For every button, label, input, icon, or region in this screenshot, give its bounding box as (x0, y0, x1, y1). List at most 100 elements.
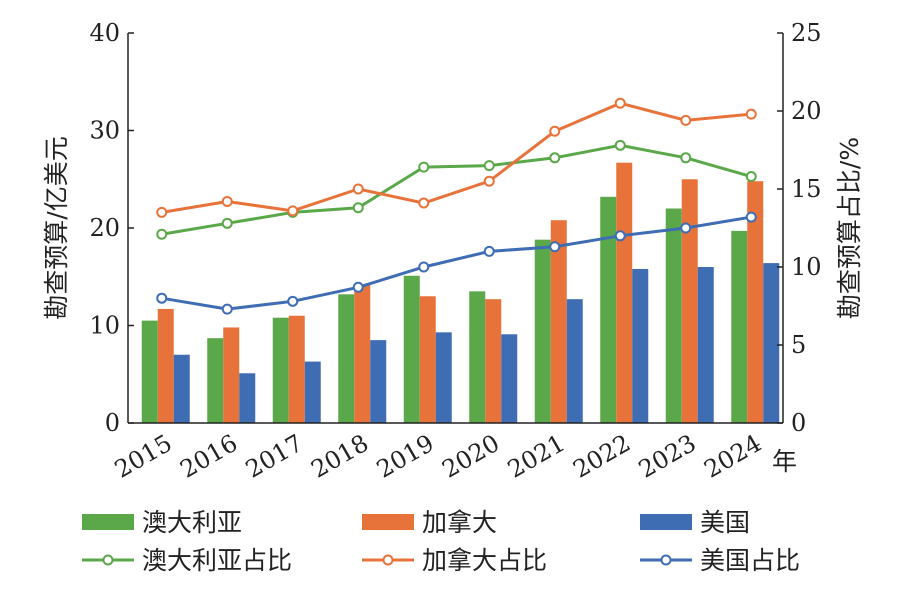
point-澳大利亚占比-2021 (549, 152, 561, 164)
bar-澳大利亚-2018 (338, 294, 355, 423)
bar-澳大利亚-2023 (665, 208, 682, 423)
bar-美国-2022 (632, 268, 649, 423)
bar-加拿大-2016 (223, 327, 240, 423)
x-tick-label: 2018 (306, 429, 373, 484)
bar-美国-2017 (304, 361, 321, 423)
point-美国占比-2018 (352, 281, 364, 293)
lines-layer (156, 97, 757, 315)
y-tick-label: 20 (89, 214, 120, 242)
bar-澳大利亚-2021 (534, 239, 551, 423)
bar-加拿大-2017 (288, 315, 305, 423)
legend-label-加拿大: 加拿大 (422, 508, 497, 537)
point-加拿大占比-2017 (287, 205, 299, 217)
y2-axis-label: 勘查预算占比/% (835, 137, 864, 319)
point-澳大利亚占比-2022 (614, 139, 626, 151)
bar-美国-2019 (435, 332, 452, 423)
bar-加拿大-2020 (485, 299, 502, 423)
point-澳大利亚占比-2024 (745, 171, 757, 183)
bar-加拿大-2018 (354, 284, 371, 423)
x-tick-label: 2016 (175, 429, 242, 484)
x-tick-label: 2017 (241, 429, 308, 484)
x-tick-label: 2019 (372, 429, 439, 484)
point-加拿大占比-2024 (745, 108, 757, 120)
point-美国占比-2019 (418, 261, 430, 273)
point-澳大利亚占比-2019 (418, 161, 430, 173)
point-澳大利亚占比-2020 (483, 160, 495, 172)
legend-marker-美国占比 (660, 554, 672, 566)
bar-美国-2018 (370, 340, 387, 423)
bar-美国-2020 (501, 334, 518, 423)
point-澳大利亚占比-2015 (156, 228, 168, 240)
point-加拿大占比-2023 (680, 114, 692, 126)
bar-澳大利亚-2024 (731, 230, 748, 423)
bar-美国-2023 (697, 267, 714, 423)
labels-layer: 勘查预算/亿美元 勘查预算占比/% 年 (42, 136, 864, 476)
bar-澳大利亚-2016 (207, 338, 224, 423)
point-美国占比-2022 (614, 230, 626, 242)
point-美国占比-2015 (156, 292, 168, 304)
bar-澳大利亚-2017 (272, 317, 289, 423)
bar-美国-2021 (566, 299, 583, 423)
point-美国占比-2017 (287, 295, 299, 307)
bar-加拿大-2019 (419, 296, 436, 423)
line-美国占比 (161, 215, 752, 311)
point-加拿大占比-2021 (549, 125, 561, 137)
point-加拿大占比-2020 (483, 175, 495, 187)
legend-label-澳大利亚: 澳大利亚 (142, 508, 242, 537)
bar-加拿大-2024 (747, 181, 764, 423)
bar-澳大利亚-2019 (403, 275, 420, 423)
y2-tick-label: 20 (791, 97, 822, 125)
legend-marker-澳大利亚占比 (102, 554, 114, 566)
x-tick-label: 2021 (503, 429, 570, 484)
point-加拿大占比-2016 (221, 195, 233, 207)
bar-加拿大-2022 (616, 162, 633, 424)
y-tick-label: 40 (89, 19, 120, 47)
bar-加拿大-2015 (157, 308, 174, 423)
point-加拿大占比-2019 (418, 197, 430, 209)
y-axis-label: 勘查预算/亿美元 (42, 136, 71, 319)
bar-加拿大-2023 (681, 179, 698, 423)
y2-tick-label: 10 (791, 253, 822, 281)
y-tick-label: 30 (89, 117, 120, 145)
line-加拿大占比 (161, 101, 752, 214)
point-美国占比-2020 (483, 245, 495, 257)
legend-marker-加拿大占比 (382, 554, 394, 566)
point-澳大利亚占比-2018 (352, 202, 364, 214)
y2-tick-label: 25 (791, 19, 822, 47)
legend-label-加拿大占比: 加拿大占比 (422, 546, 547, 575)
point-加拿大占比-2018 (352, 183, 364, 195)
x-tick-label: 2020 (437, 429, 504, 484)
point-美国占比-2023 (680, 222, 692, 234)
legend-label-美国占比: 美国占比 (700, 546, 800, 575)
point-加拿大占比-2015 (156, 206, 168, 218)
x-axis-label: 年 (772, 447, 797, 476)
point-美国占比-2024 (745, 211, 757, 223)
point-澳大利亚占比-2023 (680, 152, 692, 164)
y-tick-label: 10 (89, 312, 120, 340)
x-tick-label: 2023 (634, 429, 701, 484)
y-tick-label: 0 (105, 409, 120, 437)
point-澳大利亚占比-2016 (221, 217, 233, 229)
bars-layer (141, 162, 780, 424)
y2-tick-label: 5 (791, 331, 806, 359)
legend-swatch-澳大利亚 (82, 514, 134, 530)
y2-tick-label: 0 (791, 409, 806, 437)
legend-label-澳大利亚占比: 澳大利亚占比 (142, 546, 292, 575)
bar-美国-2024 (763, 263, 780, 423)
bar-澳大利亚-2020 (469, 291, 486, 423)
x-tick-label: 2015 (110, 429, 177, 484)
point-美国占比-2016 (221, 303, 233, 315)
bar-美国-2016 (239, 373, 256, 423)
bar-澳大利亚-2022 (600, 196, 617, 423)
point-加拿大占比-2022 (614, 97, 626, 109)
x-tick-label: 2022 (568, 429, 635, 484)
x-tick-label: 2024 (699, 429, 766, 484)
y2-tick-label: 15 (791, 175, 822, 203)
legend-swatch-加拿大 (362, 514, 414, 530)
line-澳大利亚占比 (161, 143, 752, 236)
legend-label-美国: 美国 (700, 508, 750, 537)
bar-澳大利亚-2015 (141, 320, 158, 423)
legend-swatch-美国 (640, 514, 692, 530)
